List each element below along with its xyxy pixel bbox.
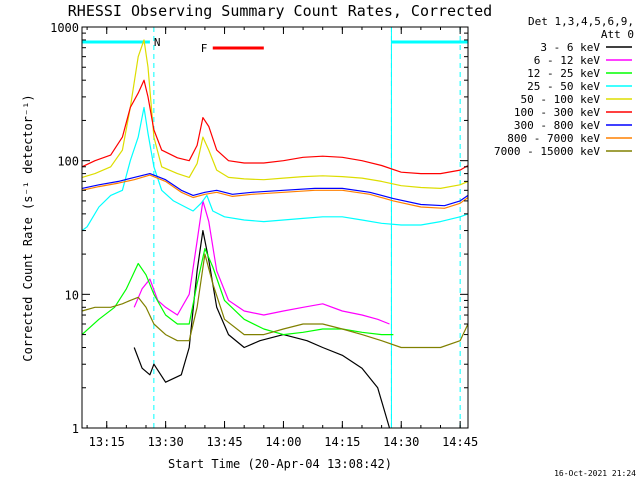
flag-label-f: F bbox=[201, 42, 208, 55]
series-300-800-kev bbox=[81, 173, 469, 207]
legend-label-12-25-kev: 12 - 25 keV bbox=[527, 67, 600, 80]
legend-label-3-6-kev: 3 - 6 keV bbox=[540, 41, 600, 54]
legend-header-line-1: Det 1,3,4,5,6,9, bbox=[528, 15, 634, 28]
legend-label-6-12-kev: 6 - 12 keV bbox=[534, 54, 601, 67]
x-tick-label: 14:00 bbox=[265, 435, 301, 449]
plot-frame bbox=[81, 26, 469, 429]
series-100-300-kev bbox=[81, 79, 469, 175]
legend-label-7000-15000-kev: 7000 - 15000 keV bbox=[494, 145, 600, 158]
x-tick-label: 13:15 bbox=[89, 435, 125, 449]
timestamp: 16-Oct-2021 21:24 bbox=[554, 469, 636, 478]
legend-label-800-7000-kev: 800 - 7000 keV bbox=[507, 132, 600, 145]
y-axis-label: Corrected Count Rate (s⁻¹ detector⁻¹) bbox=[21, 94, 35, 361]
legend-label-50-100-kev: 50 - 100 keV bbox=[521, 93, 601, 106]
x-axis-label: Start Time (20-Apr-04 13:08:42) bbox=[168, 457, 392, 471]
series-lines bbox=[81, 39, 469, 429]
series-6-12-kev bbox=[133, 200, 390, 325]
series-12-25-kev bbox=[81, 248, 394, 336]
axis-ticks: 13:15 13:30 13:45 14:00 14:15 14:30 14:45 1 10 10… bbox=[50, 21, 478, 449]
x-tick-label: 14:45 bbox=[442, 435, 478, 449]
y-tick-label: 1 bbox=[72, 422, 79, 436]
legend-label-100-300-kev: 100 - 300 keV bbox=[514, 106, 600, 119]
series-7000-15000-kev bbox=[81, 253, 469, 349]
legend-header-line-2: Att 0 bbox=[601, 28, 634, 41]
legend-label-300-800-kev: 300 - 800 keV bbox=[514, 119, 600, 132]
x-tick-label: 14:30 bbox=[383, 435, 419, 449]
chart-title: RHESSI Observing Summary Count Rates, Co… bbox=[68, 2, 492, 20]
y-tick-label: 100 bbox=[57, 155, 79, 169]
dashed-markers bbox=[153, 27, 461, 428]
x-tick-label: 13:45 bbox=[206, 435, 242, 449]
y-tick-label: 1000 bbox=[50, 21, 79, 35]
series-3-6-kev bbox=[133, 230, 391, 429]
y-tick-label: 10 bbox=[65, 288, 79, 302]
x-tick-label: 13:30 bbox=[148, 435, 184, 449]
series-50-100-kev bbox=[81, 39, 469, 189]
series-800-7000-kev bbox=[81, 174, 469, 209]
series-25-50-kev bbox=[81, 106, 469, 232]
x-tick-label: 14:15 bbox=[324, 435, 360, 449]
legend-label-25-50-kev: 25 - 50 keV bbox=[527, 80, 600, 93]
flag-label-n: N bbox=[154, 36, 161, 49]
